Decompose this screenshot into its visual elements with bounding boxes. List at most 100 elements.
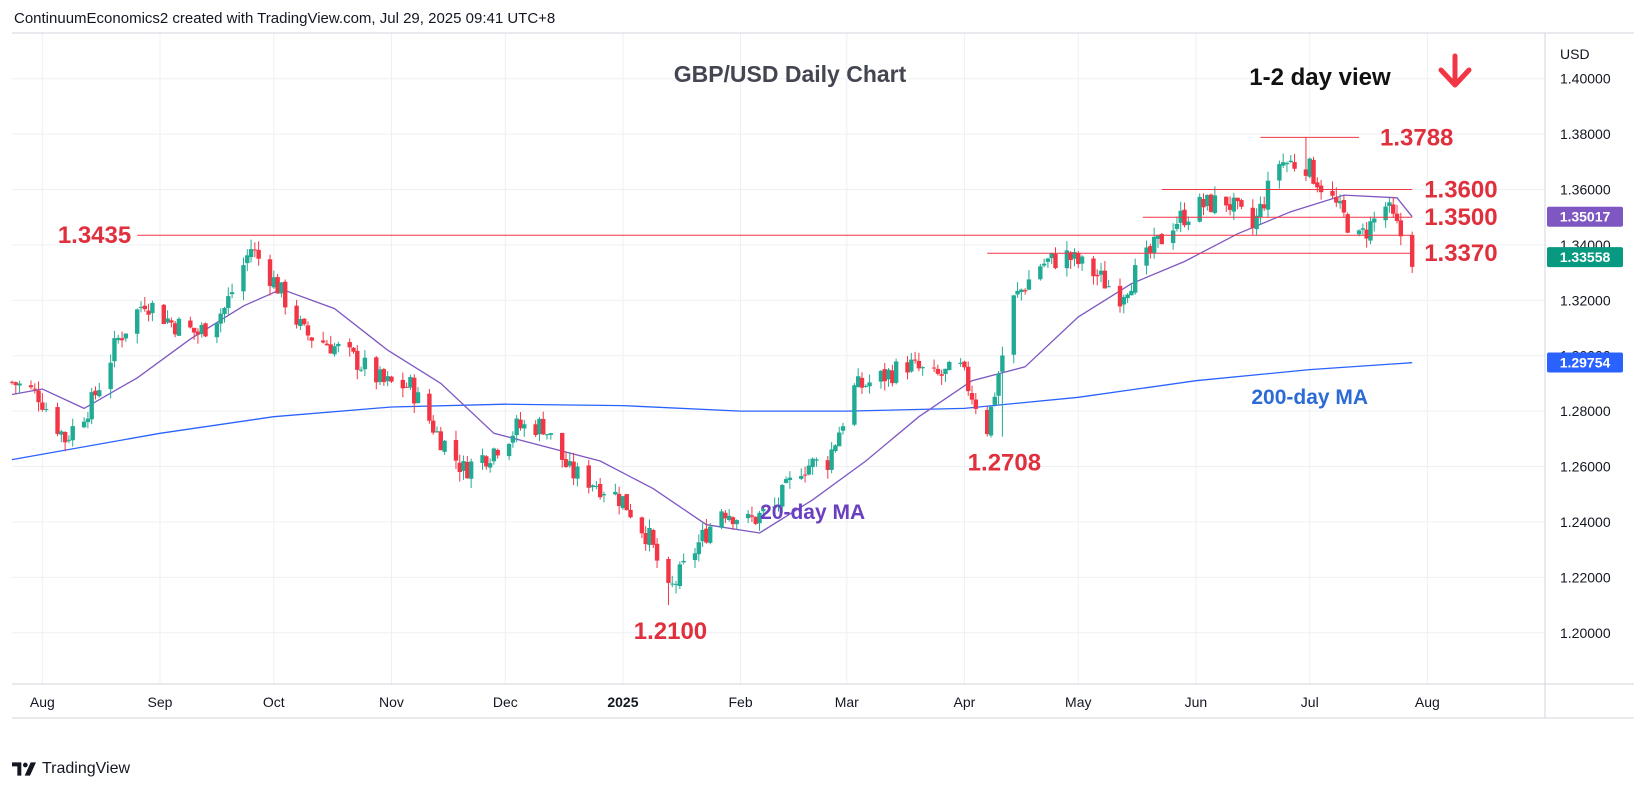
candle-body	[947, 361, 952, 371]
candle-body	[28, 385, 34, 388]
candle-body	[1148, 246, 1153, 253]
candle	[666, 556, 671, 606]
chart-subtitle: 1-2 day view	[1249, 64, 1391, 91]
candle	[172, 320, 178, 338]
candle-body	[1170, 230, 1176, 244]
candle-body	[294, 305, 299, 325]
candle	[1277, 160, 1282, 189]
candle	[1239, 198, 1244, 210]
time-axis[interactable]: Aug Sep Oct Nov Dec 2025 Feb Mar Apr May Jun Jul Aug	[30, 694, 1440, 710]
candle	[673, 580, 679, 594]
candle-body	[1239, 200, 1244, 207]
candle-body	[222, 307, 227, 314]
candle-body	[161, 304, 166, 324]
candle-body	[1125, 294, 1130, 299]
candle	[1307, 157, 1312, 179]
extreme-label: 1.2100	[634, 618, 707, 645]
candle-body	[172, 323, 178, 335]
price-axis[interactable]: USD 1.400001.380001.360001.340001.320001…	[1560, 46, 1611, 641]
candle	[1186, 216, 1191, 231]
candle	[1398, 212, 1404, 246]
candle-body	[146, 310, 151, 315]
candle	[320, 331, 326, 344]
candle	[1292, 153, 1297, 172]
candle	[806, 459, 812, 476]
candle-body	[385, 376, 390, 382]
candle	[241, 257, 246, 301]
candle	[624, 493, 629, 511]
candle	[294, 299, 299, 329]
candle-body	[837, 432, 842, 447]
candle-body	[833, 445, 838, 451]
candle-body	[1265, 180, 1271, 210]
candle	[522, 419, 527, 437]
candle-body	[59, 431, 64, 435]
candle	[442, 439, 447, 455]
candle-body	[438, 431, 443, 451]
candle-body	[453, 440, 459, 461]
ma20-series	[11, 194, 1413, 534]
candle	[734, 519, 739, 530]
candle-body	[1151, 236, 1157, 254]
candle-body	[1224, 196, 1229, 206]
candle-body	[1132, 265, 1138, 293]
price-badge: 1.29754	[1547, 352, 1623, 373]
candle	[533, 420, 538, 438]
x-tick-label: Feb	[728, 694, 752, 710]
candle-body	[1205, 194, 1210, 207]
candle-body	[988, 406, 994, 436]
candle-body	[723, 512, 728, 519]
candle-body	[969, 393, 975, 400]
x-tick-label: May	[1065, 694, 1091, 710]
candle-body	[973, 399, 979, 409]
candle	[351, 346, 356, 354]
candle-body	[726, 515, 732, 520]
candle-body	[1091, 258, 1096, 277]
candle-body	[188, 320, 193, 328]
candles[interactable]	[9, 137, 1415, 606]
price-badge-label: 1.35017	[1560, 209, 1611, 225]
candle	[890, 364, 895, 387]
candle	[1064, 241, 1070, 277]
candle	[203, 322, 208, 338]
candle	[859, 372, 865, 394]
candle	[1182, 202, 1187, 228]
candle	[651, 528, 656, 548]
candle-body	[931, 367, 937, 369]
candle	[1224, 196, 1229, 212]
candle-body	[510, 435, 516, 443]
candle	[852, 383, 857, 427]
candle-body	[825, 460, 831, 470]
candle-body	[412, 377, 417, 404]
candle-body	[962, 361, 967, 368]
candle-body	[256, 249, 261, 259]
candle	[639, 516, 645, 539]
candle	[696, 534, 702, 562]
candle	[218, 308, 223, 333]
candle-body	[1341, 200, 1347, 213]
candle-body	[55, 407, 60, 434]
candle-body	[753, 516, 758, 524]
candle-body	[518, 419, 523, 429]
candle-body	[537, 418, 542, 435]
candle-body	[199, 324, 204, 335]
candle-body	[1311, 159, 1316, 184]
candle-body	[89, 392, 94, 420]
y-tick-label: 1.40000	[1560, 71, 1611, 87]
candle	[723, 510, 728, 524]
candle	[1022, 288, 1028, 295]
candle-body	[886, 369, 891, 380]
candle-body	[123, 333, 129, 339]
candle-body	[66, 439, 72, 441]
candle	[677, 561, 683, 590]
candle	[616, 486, 622, 515]
candle	[943, 368, 948, 383]
candle	[973, 392, 979, 415]
candle	[487, 458, 493, 473]
ma200-line	[11, 362, 1413, 461]
candle	[1387, 197, 1392, 213]
candle-body	[381, 369, 387, 383]
candle-body	[336, 343, 341, 347]
